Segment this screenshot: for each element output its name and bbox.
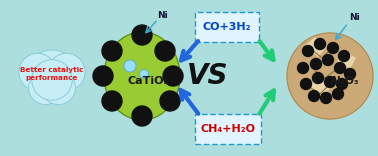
Circle shape <box>26 50 78 102</box>
Text: CaTiO₃: CaTiO₃ <box>127 76 169 86</box>
Circle shape <box>313 73 324 83</box>
FancyBboxPatch shape <box>195 114 261 144</box>
Circle shape <box>336 78 347 90</box>
Circle shape <box>321 93 332 103</box>
Circle shape <box>42 71 75 105</box>
Circle shape <box>327 42 339 54</box>
Ellipse shape <box>104 32 180 120</box>
Text: CO+3H₂: CO+3H₂ <box>203 22 251 32</box>
Circle shape <box>339 51 350 61</box>
Polygon shape <box>305 38 325 56</box>
Text: Al₂O₃: Al₂O₃ <box>330 76 360 86</box>
Circle shape <box>132 25 152 45</box>
Circle shape <box>132 106 152 126</box>
Circle shape <box>29 71 62 105</box>
Circle shape <box>32 60 72 100</box>
Circle shape <box>19 53 56 91</box>
Circle shape <box>102 41 122 61</box>
Text: Better catalytic
performance: Better catalytic performance <box>20 67 84 81</box>
FancyBboxPatch shape <box>195 12 259 42</box>
Circle shape <box>297 63 308 73</box>
Text: Ni: Ni <box>349 14 359 22</box>
Polygon shape <box>338 52 355 68</box>
Text: CH₄+H₂O: CH₄+H₂O <box>200 124 256 134</box>
Circle shape <box>335 63 345 73</box>
Circle shape <box>310 58 322 70</box>
Circle shape <box>139 70 149 78</box>
Circle shape <box>102 91 122 111</box>
Circle shape <box>163 66 183 86</box>
Circle shape <box>301 78 311 90</box>
Circle shape <box>287 33 373 119</box>
Circle shape <box>48 53 85 91</box>
Circle shape <box>308 90 319 102</box>
Circle shape <box>124 60 136 72</box>
Text: VS: VS <box>187 62 229 90</box>
Circle shape <box>333 88 344 100</box>
Circle shape <box>322 54 333 66</box>
Circle shape <box>324 76 336 88</box>
Circle shape <box>344 68 355 80</box>
Circle shape <box>93 66 113 86</box>
Polygon shape <box>308 78 330 96</box>
Circle shape <box>302 46 313 56</box>
Circle shape <box>160 91 180 111</box>
Text: Ni: Ni <box>158 10 168 20</box>
Circle shape <box>155 41 175 61</box>
Circle shape <box>314 39 325 49</box>
